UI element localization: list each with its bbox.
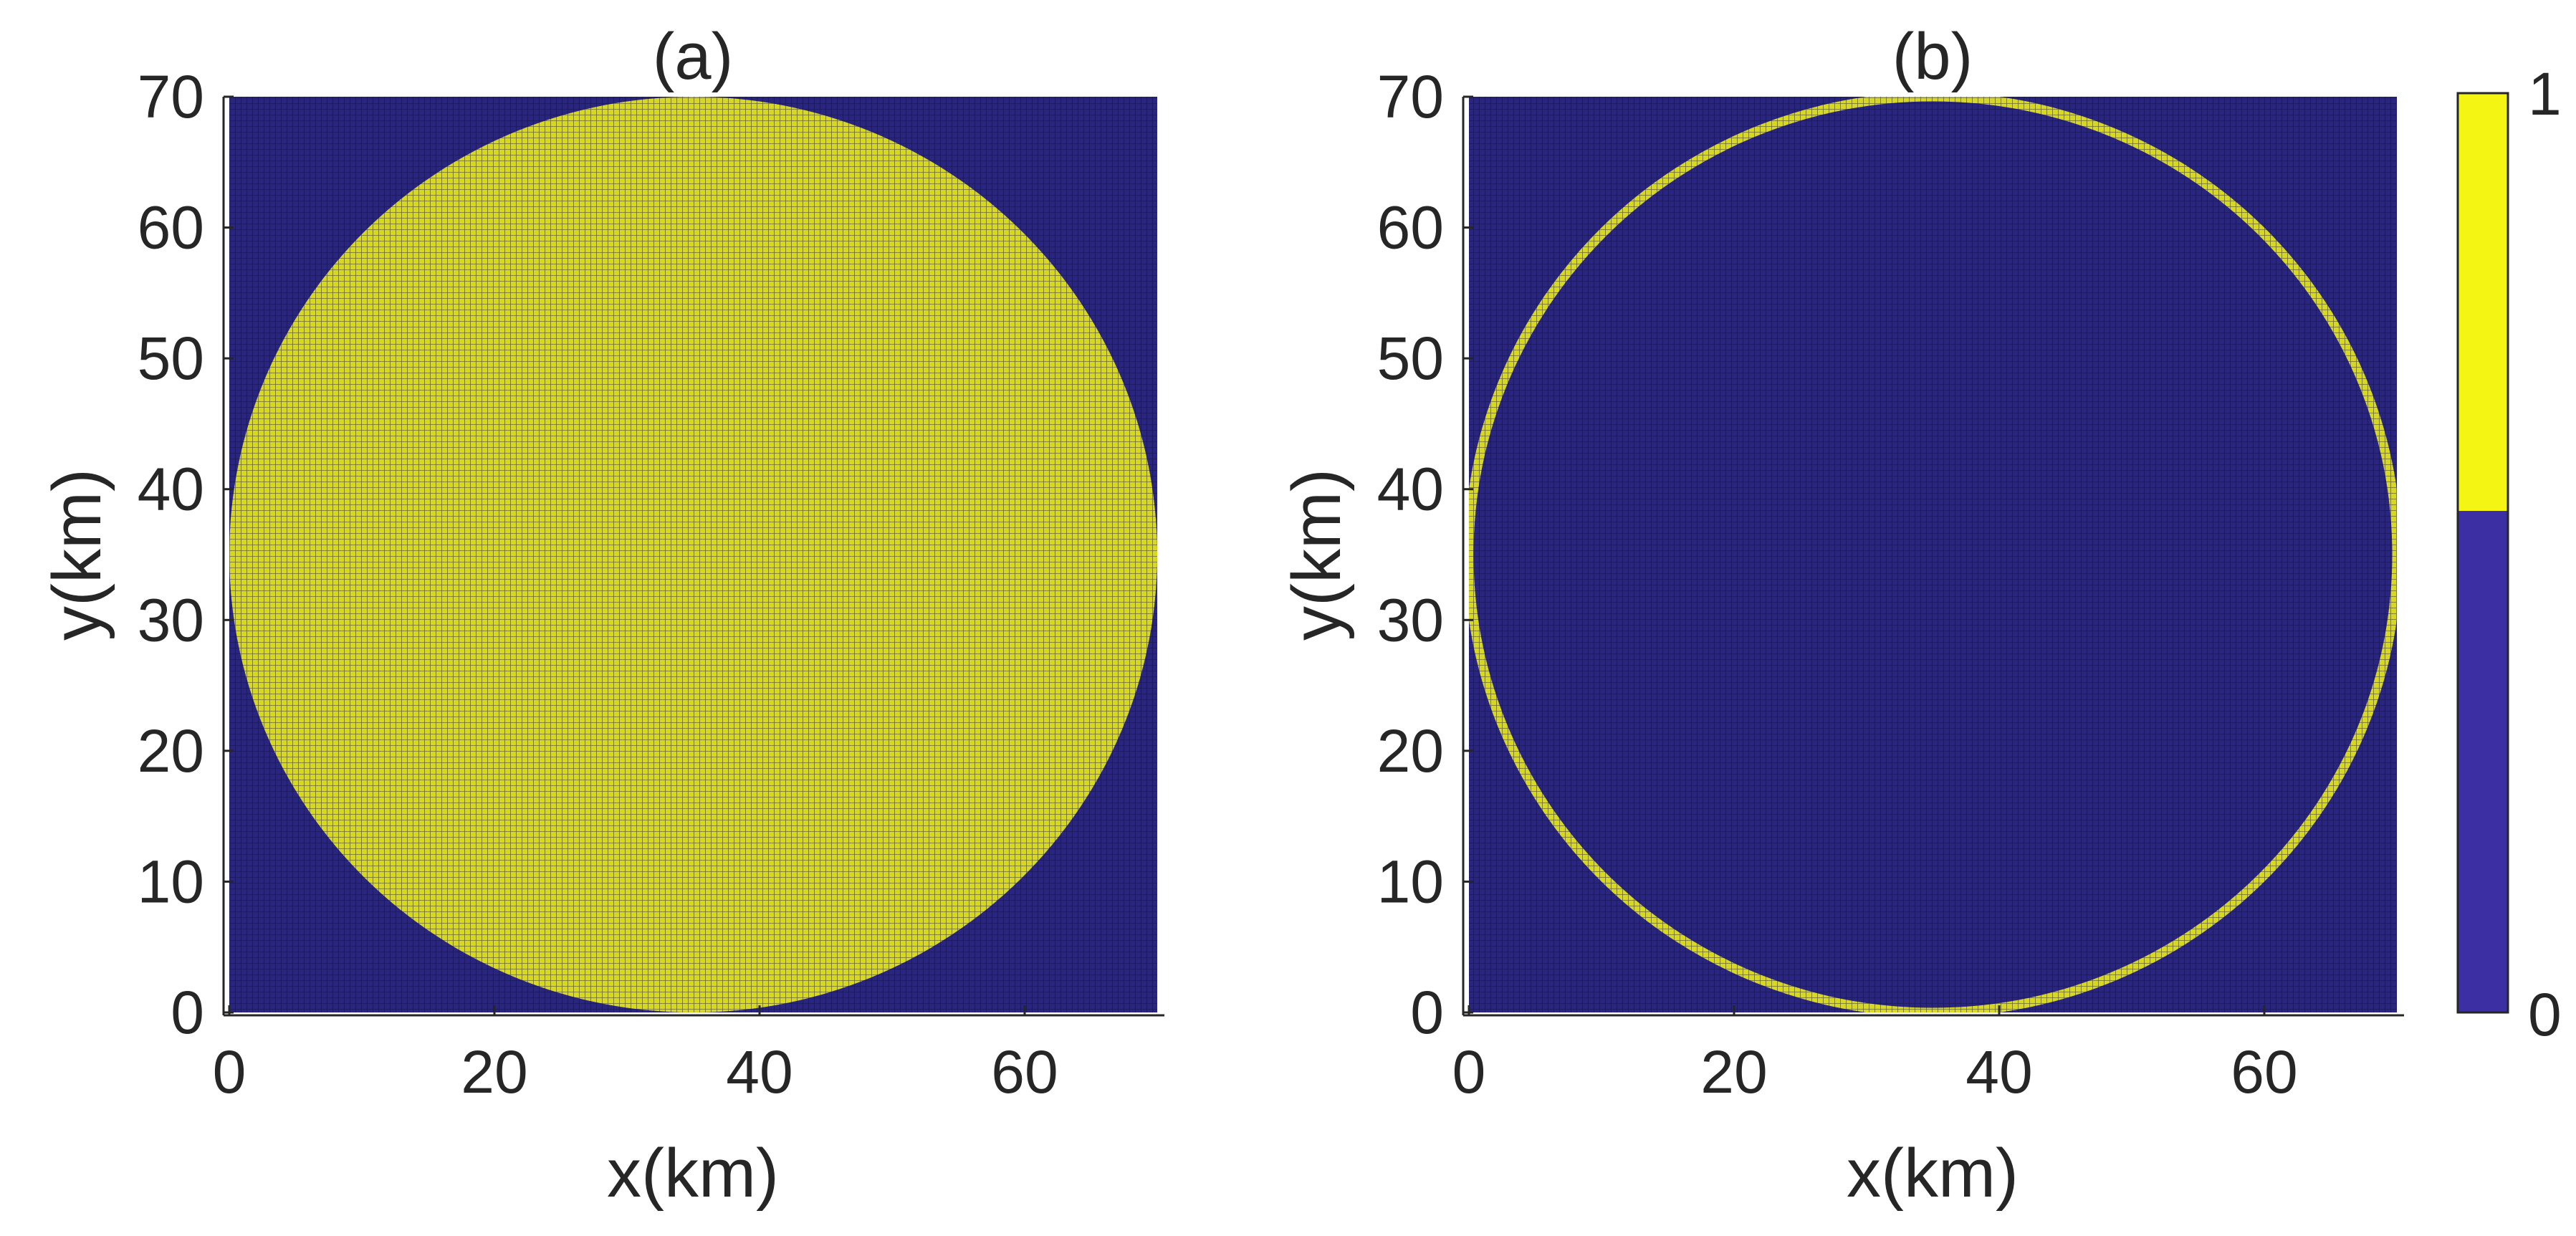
panel-b-ytick-label: 20 (1377, 717, 1444, 785)
panel-b-ytick-label: 10 (1377, 848, 1444, 915)
panel-b-ytick-label: 50 (1377, 325, 1444, 392)
panel-b-ytick-label: 70 (1377, 63, 1444, 130)
panel-b-mesh (1469, 97, 2397, 1012)
panel-b-ytick-label: 30 (1377, 586, 1444, 653)
colorbar-level-low (2458, 511, 2508, 1012)
panel-b-xtick-label: 0 (1452, 1038, 1486, 1106)
panel-a-ytick-label: 60 (138, 194, 204, 262)
panel-a: 0 10 20 30 40 50 60 70 0 20 40 60 (a) x(km) y(km) (39, 20, 1164, 1212)
panel-a-ytick-label: 20 (138, 717, 204, 785)
panel-a-ytick-label: 10 (138, 848, 204, 915)
panel-b: 0 10 20 30 40 50 60 70 0 20 40 60 (b) x(km) y(km) (1278, 20, 2404, 1212)
panel-a-xtick-label: 40 (726, 1038, 793, 1106)
panel-a-ytick-label: 50 (138, 325, 204, 392)
colorbar-tick-high: 1 (2528, 60, 2562, 128)
panel-a-xtick-label: 20 (461, 1038, 527, 1106)
panel-a-xtick-label: 60 (991, 1038, 1058, 1106)
panel-b-xlabel: x(km) (1847, 1135, 2019, 1212)
panel-a-ytick-label: 0 (171, 979, 204, 1046)
panel-b-ylabel: y(km) (1278, 469, 1355, 641)
panel-a-ytick-label: 40 (138, 456, 204, 523)
panel-b-ytick-label: 0 (1410, 979, 1444, 1046)
panel-b-xtick-label: 20 (1700, 1038, 1767, 1106)
panel-a-axes: 0 10 20 30 40 50 60 70 0 20 40 60 (138, 63, 1164, 1106)
colorbar-tick-low: 0 (2528, 981, 2562, 1048)
panel-b-axes: 0 10 20 30 40 50 60 70 0 20 40 60 (1377, 63, 2404, 1106)
panel-a-title: (a) (653, 20, 733, 93)
panel-a-ylabel: y(km) (39, 469, 115, 641)
colorbar: 1 0 (2456, 60, 2562, 1048)
panel-b-ytick-label: 40 (1377, 456, 1444, 523)
colorbar-frame (2456, 92, 2509, 1014)
panel-b-ytick-label: 60 (1377, 194, 1444, 262)
panel-a-ytick-label: 70 (138, 63, 204, 130)
colorbar-level-high (2458, 93, 2508, 511)
panel-b-xtick-label: 60 (2231, 1038, 2297, 1106)
panel-a-ytick-label: 30 (138, 586, 204, 653)
panel-a-xtick-label: 0 (213, 1038, 246, 1106)
panel-b-title: (b) (1892, 20, 1973, 93)
panel-a-mesh (229, 97, 1157, 1012)
panel-b-xtick-label: 40 (1965, 1038, 2032, 1106)
panel-a-xlabel: x(km) (607, 1135, 779, 1212)
